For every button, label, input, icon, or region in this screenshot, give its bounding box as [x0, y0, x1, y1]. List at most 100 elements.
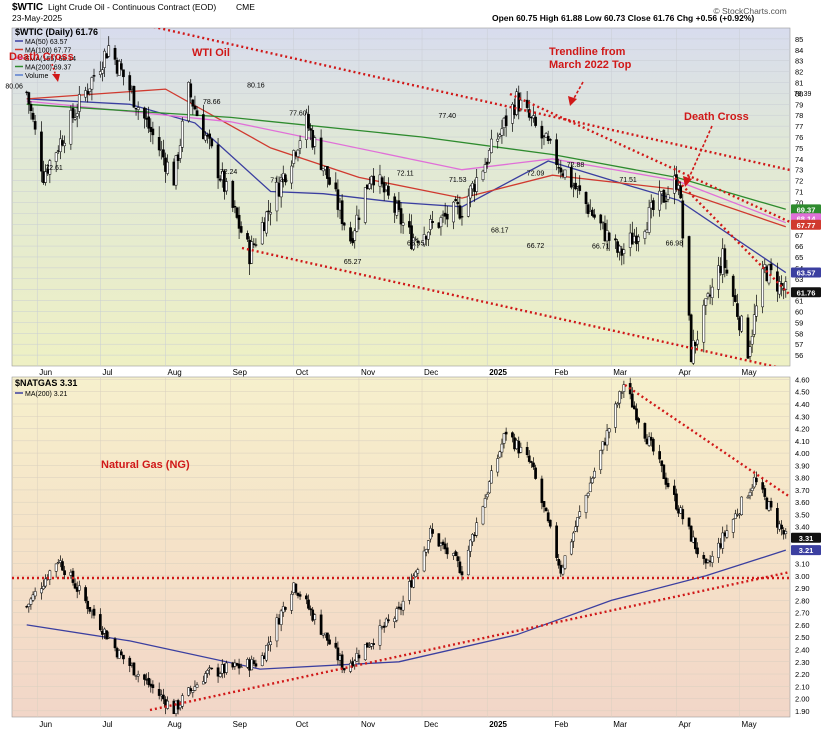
value-badge [791, 204, 821, 215]
natgas-y-tick-label: 4.60 [795, 375, 810, 384]
natgas-candle-body [460, 571, 464, 576]
natgas-candle-body [401, 600, 405, 611]
wti-candle-body [151, 128, 155, 136]
death-cross-left-arrowhead [52, 74, 60, 82]
natgas-candle-body [357, 654, 361, 659]
natgas-candle-body [239, 666, 243, 668]
wti-candle-body [355, 214, 359, 232]
natgas-candle-body [119, 651, 123, 656]
wti-candle-body [162, 149, 165, 158]
natgas-candle-body [147, 677, 151, 685]
x-tick-label: Feb [554, 368, 568, 377]
legend-label: MA(50) 63.57 [25, 39, 68, 46]
wti-candle-body [307, 114, 310, 129]
natgas-candle-body [525, 447, 529, 455]
wti-candle-body [422, 234, 426, 246]
natgas-candle-body [647, 436, 651, 446]
wti-candle-body [559, 167, 563, 173]
value-badge-label: 67.77 [797, 221, 816, 230]
steep-downtrend-line [674, 177, 790, 296]
value-badge-label: 63.57 [797, 269, 816, 278]
natgas-candle-body [40, 588, 43, 594]
wti-candle-body [487, 150, 491, 163]
wti-candle-body [88, 88, 92, 92]
legend-label: MA(200) 3.21 [25, 391, 68, 398]
x-tick-label: 2025 [489, 368, 507, 377]
wti-price-label: 72.88 [567, 162, 585, 169]
natgas-candle-body [637, 418, 640, 423]
natgas-candle-body [763, 488, 767, 497]
natgas-candle-body [717, 542, 720, 558]
wti-price-label: 72.11 [397, 170, 414, 177]
natgas-rising-trendline [149, 570, 790, 712]
wti-candle-body [90, 77, 94, 90]
wti-candle-body [223, 170, 226, 192]
wti-candle-body [136, 107, 140, 110]
wti-candle-body [740, 315, 743, 332]
wti-candle-body [466, 195, 470, 217]
natgas-candle-body [731, 519, 735, 533]
wti-candle-body [769, 263, 773, 271]
wti-candle-body [637, 236, 640, 242]
exchange: CME [236, 2, 255, 12]
wti-candle-body [103, 50, 106, 68]
natgas-y-tick-label: 3.10 [795, 560, 810, 569]
x-tick-label: Aug [167, 720, 181, 729]
wti-candle-body [292, 150, 296, 164]
natgas-candle-body [664, 477, 668, 485]
natgas-candle-body [290, 593, 294, 611]
natgas-candle-body [649, 437, 653, 441]
ohlc-readout: Open 60.75 High 61.88 Low 60.73 Close 61… [492, 13, 754, 23]
wti-candle-body [69, 110, 73, 145]
natgas-candle-body [481, 506, 485, 525]
wti-candle-body [233, 205, 237, 208]
wti-candle-body [607, 232, 611, 241]
wti-candle-body [675, 174, 678, 190]
wti-candle-body [761, 268, 765, 308]
natgas-candle-body [143, 674, 146, 680]
natgas-candle-body [511, 432, 514, 438]
wti-price-label: 66.71 [592, 243, 610, 250]
wti-candle-body [593, 214, 596, 218]
natgas-candle-body [681, 509, 685, 520]
wti-candle-body [445, 213, 449, 220]
natgas-candle-body [643, 423, 647, 439]
natgas-candle-body [588, 482, 592, 493]
natgas-candle-body [441, 541, 445, 545]
wti-y-tick-label: 65 [795, 253, 803, 262]
natgas-candle-body [740, 496, 743, 515]
wti-candle-body [157, 137, 161, 151]
natgas-candle-body [84, 587, 87, 602]
wti-candle-body [284, 174, 287, 182]
natgas-candle-body [250, 659, 254, 671]
natgas-y-tick-label: 4.10 [795, 437, 810, 446]
wti-candle-body [368, 183, 371, 189]
natgas-candle-body [584, 495, 588, 513]
wti-candle-body [416, 240, 420, 243]
wti-candle-body [681, 200, 685, 239]
wti-candle-body [485, 161, 489, 165]
wti-candle-body [426, 231, 430, 240]
natgas-y-tick-label: 3.80 [795, 474, 810, 483]
wti-candle-body [599, 214, 603, 224]
wti-candle-body [490, 138, 493, 153]
wti-y-tick-label: 78 [795, 111, 803, 120]
natgas-candle-body [33, 591, 37, 597]
wti-candle-body [475, 177, 479, 192]
wti-candle-body [342, 222, 346, 226]
wti-candle-body [622, 249, 626, 254]
natgas-candle-body [151, 684, 155, 689]
natgas-candle-body [98, 614, 102, 631]
natgas-candle-body [475, 522, 479, 536]
wti-candle-body [204, 134, 207, 141]
wti-candle-body [784, 281, 788, 290]
wti-candle-body [731, 275, 735, 297]
natgas-candle-body [605, 430, 609, 446]
annotation-arrows [51, 63, 713, 187]
wti-candle-body [534, 116, 537, 126]
x-tick-label: May [742, 368, 757, 377]
wti-y-tick-label: 81 [795, 79, 803, 88]
natgas-candle-body [279, 610, 283, 625]
wti-y-tick-label: 59 [795, 318, 803, 327]
natgas-y-tick-label: 2.00 [795, 695, 810, 704]
